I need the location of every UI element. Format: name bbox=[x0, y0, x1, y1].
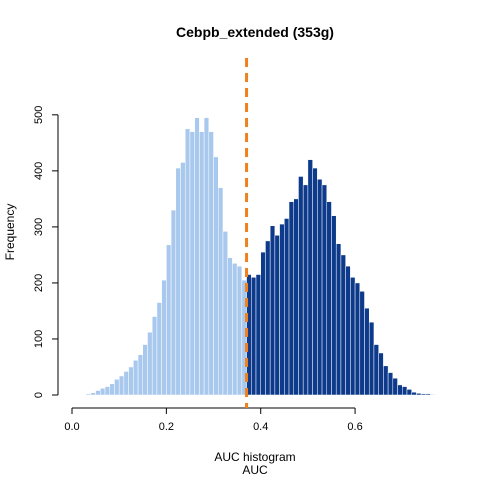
histogram-bar bbox=[133, 360, 139, 396]
histogram-bar bbox=[425, 393, 431, 396]
histogram-bar bbox=[161, 279, 167, 396]
histogram-bar bbox=[392, 377, 398, 396]
histogram-bar bbox=[274, 235, 280, 396]
x-tick-label: 0.4 bbox=[253, 421, 268, 433]
chart-title: Cebpb_extended (353g) bbox=[176, 24, 334, 40]
histogram-bar bbox=[340, 254, 346, 396]
histogram-bar bbox=[109, 383, 115, 396]
histogram-bar bbox=[326, 201, 332, 396]
histogram-bar bbox=[331, 215, 337, 396]
y-tick-label: 500 bbox=[33, 106, 45, 124]
histogram-bar bbox=[147, 331, 153, 396]
histogram-bar bbox=[420, 393, 427, 396]
histogram-bar bbox=[203, 117, 210, 396]
histogram-bar bbox=[416, 393, 422, 396]
histogram-bar bbox=[335, 243, 342, 396]
histogram-bar bbox=[85, 393, 92, 396]
histogram-bar bbox=[406, 389, 412, 396]
histogram-bars bbox=[85, 117, 436, 396]
histogram-bar bbox=[118, 375, 125, 396]
y-tick-label: 400 bbox=[33, 162, 45, 180]
histogram-bar bbox=[298, 176, 304, 396]
histogram-bar bbox=[387, 372, 394, 396]
histogram-bar bbox=[269, 225, 276, 396]
histogram-bar bbox=[95, 390, 101, 396]
histogram-bar bbox=[364, 307, 370, 396]
histogram-bar bbox=[354, 282, 361, 396]
histogram-bar bbox=[284, 218, 290, 396]
histogram-bar bbox=[383, 365, 389, 396]
histogram-bar bbox=[232, 263, 238, 396]
x-axis-label-histogram: AUC histogram bbox=[214, 450, 295, 464]
histogram-bar bbox=[288, 201, 294, 396]
histogram-bar bbox=[104, 386, 110, 396]
histogram-bar bbox=[260, 251, 266, 396]
histogram-bar bbox=[100, 388, 106, 396]
histogram-bar bbox=[194, 117, 200, 396]
x-axis-label: AUC bbox=[242, 463, 268, 477]
histogram-bar bbox=[312, 167, 318, 396]
histogram-bar bbox=[114, 379, 120, 396]
y-tick-label: 100 bbox=[33, 330, 45, 348]
histogram-bar bbox=[411, 391, 417, 396]
x-tick-label: 0.2 bbox=[159, 421, 174, 433]
histogram-bar bbox=[227, 257, 233, 396]
histogram-bar bbox=[279, 223, 285, 396]
histogram-bar bbox=[373, 344, 379, 396]
y-tick-label: 0 bbox=[33, 392, 45, 398]
histogram-bar bbox=[218, 187, 224, 396]
histogram-bar bbox=[255, 274, 261, 396]
histogram-bar bbox=[265, 240, 271, 396]
histogram-bar bbox=[236, 265, 243, 396]
histogram-bar bbox=[397, 384, 403, 396]
histogram-bar bbox=[208, 131, 214, 396]
histogram-bar bbox=[222, 231, 228, 396]
histogram-bar bbox=[430, 394, 436, 396]
histogram-bar bbox=[402, 386, 408, 396]
histogram-bar bbox=[142, 344, 148, 396]
histogram-bar bbox=[166, 244, 172, 396]
histogram-bar bbox=[180, 162, 186, 396]
histogram-bar bbox=[359, 291, 365, 396]
histogram-bar bbox=[345, 265, 351, 396]
y-axis-label: Frequency bbox=[3, 204, 17, 261]
histogram-bar bbox=[293, 198, 299, 396]
histogram-bar bbox=[307, 159, 313, 396]
histogram-bar bbox=[350, 277, 356, 396]
histogram-bar bbox=[123, 371, 129, 396]
histogram-bar bbox=[90, 392, 96, 396]
histogram-bar bbox=[170, 209, 177, 396]
histogram-bar bbox=[189, 131, 195, 396]
histogram-bar bbox=[199, 131, 205, 396]
histogram-bar bbox=[175, 167, 181, 396]
x-tick-label: 0.0 bbox=[64, 421, 79, 433]
y-axis: 0 100 200 300 400 500 bbox=[33, 106, 59, 398]
histogram-bar bbox=[156, 302, 162, 396]
x-tick-label: 0.6 bbox=[347, 421, 362, 433]
histogram-bar bbox=[251, 277, 257, 396]
histogram-bar bbox=[128, 366, 134, 396]
y-tick-label: 300 bbox=[33, 218, 45, 236]
histogram-bar bbox=[184, 128, 191, 396]
x-axis: 0.0 0.2 0.4 0.6 bbox=[64, 407, 363, 433]
y-tick-label: 200 bbox=[33, 274, 45, 292]
histogram-bar bbox=[151, 316, 158, 396]
histogram-bar bbox=[213, 156, 219, 396]
histogram-bar bbox=[378, 352, 384, 396]
histogram-bar bbox=[368, 321, 375, 396]
histogram-bar bbox=[317, 179, 323, 396]
histogram-bar bbox=[302, 184, 309, 396]
histogram-bar bbox=[137, 354, 144, 396]
histogram-bar bbox=[321, 184, 328, 396]
